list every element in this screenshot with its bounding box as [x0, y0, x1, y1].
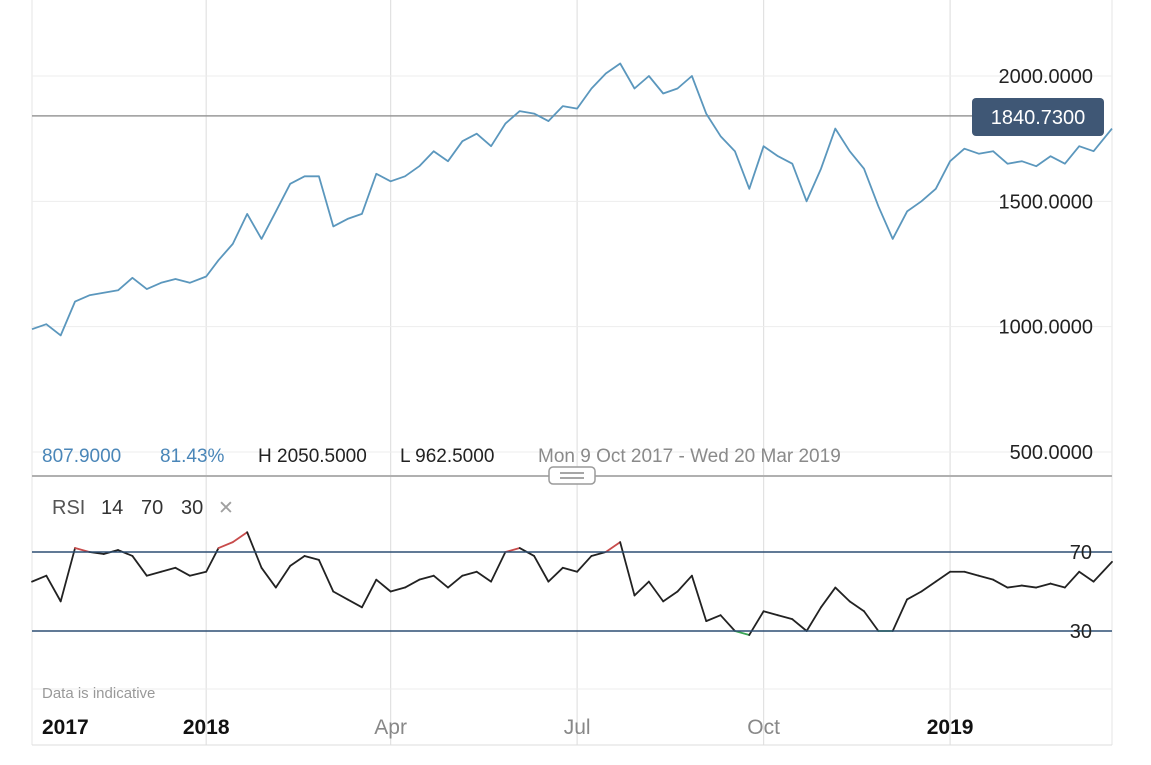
rsi-segment	[820, 586, 837, 609]
rsi-segment	[174, 566, 191, 577]
x-tick-label: 2019	[927, 716, 974, 739]
rsi-segment	[447, 574, 464, 589]
time-axis: 2017 2018 Apr Jul Oct 2019	[42, 716, 973, 739]
change-percent: 81.43%	[160, 446, 225, 467]
rsi-segment	[1006, 584, 1023, 589]
price-tick-label: 500.0000	[1010, 442, 1093, 464]
rsi-segment	[389, 586, 406, 593]
rsi-segment	[863, 610, 880, 632]
rsi-segment	[1035, 582, 1052, 589]
chart-grid	[31, 0, 1113, 746]
low-value: L 962.5000	[400, 446, 494, 467]
rsi-segment	[418, 574, 435, 581]
change-value: 807.9000	[42, 446, 121, 467]
rsi-segment	[346, 598, 363, 609]
rsi-segment	[289, 555, 306, 567]
price-tick-label: 2000.0000	[998, 66, 1093, 88]
rsi-segment	[1049, 582, 1066, 589]
rsi-segment	[533, 555, 550, 583]
rsi-segment	[231, 531, 249, 544]
current-value-label: 1840.7300	[991, 107, 1086, 129]
rsi-segment	[461, 570, 478, 577]
rsi-segment	[719, 614, 736, 632]
rsi-segment	[1063, 570, 1081, 589]
rsi-lower-label: 30	[1070, 621, 1092, 643]
high-value: H 2050.5000	[258, 446, 367, 467]
rsi-segment	[260, 566, 277, 589]
rsi-segment	[963, 570, 980, 577]
price-series-line	[31, 62, 1113, 337]
rsi-segment	[934, 570, 952, 583]
rsi-segment	[762, 610, 779, 617]
current-value-badge: 1840.7300	[972, 98, 1104, 136]
rsi-segment	[676, 574, 693, 593]
rsi-segment	[131, 555, 148, 577]
rsi-segment	[992, 578, 1009, 589]
rsi-segment	[805, 606, 822, 632]
rsi-upper-param: 70	[141, 497, 163, 519]
rsi-segment	[404, 578, 421, 589]
rsi-segment	[561, 566, 579, 573]
rsi-segment	[274, 564, 292, 589]
rsi-segment	[375, 578, 392, 593]
rsi-segment	[891, 598, 908, 632]
rsi-segment	[604, 541, 622, 553]
rsi-segment	[246, 531, 263, 569]
rsi-segment	[361, 578, 378, 609]
rsi-segment	[906, 590, 923, 601]
rsi-segment	[217, 541, 234, 549]
rsi-segment	[547, 566, 564, 583]
rsi-pane: 70 30	[31, 531, 1113, 643]
price-tick-label: 1500.0000	[998, 191, 1093, 213]
rsi-segment	[1078, 570, 1095, 583]
x-tick-label: 2017	[42, 716, 89, 739]
rsi-segment	[45, 574, 62, 603]
price-tick-label: 1000.0000	[998, 317, 1093, 339]
rsi-segment	[1092, 560, 1113, 583]
x-tick-label: Oct	[747, 716, 780, 739]
date-range: Mon 9 Oct 2017 - Wed 20 Mar 2019	[538, 446, 841, 467]
x-tick-label: Apr	[374, 716, 407, 739]
rsi-segment	[619, 541, 636, 597]
rsi-segment	[920, 580, 937, 593]
rsi-segment	[117, 549, 134, 557]
rsi-segment	[303, 555, 320, 561]
pane-resize-handle[interactable]	[548, 466, 596, 485]
x-tick-label: Jul	[564, 716, 591, 739]
rsi-segment	[576, 555, 593, 573]
price-axis: 2000.0000 1500.0000 1000.0000 500.0000	[998, 66, 1093, 464]
rsi-segment	[690, 574, 708, 623]
rsi-segment	[145, 570, 163, 577]
rsi-segment	[848, 600, 865, 613]
rsi-segment	[432, 574, 449, 589]
rsi-label: RSI	[52, 497, 85, 519]
rsi-segment	[31, 574, 48, 583]
rsi-segment	[977, 574, 995, 581]
rsi-segment	[834, 586, 851, 603]
rsi-segment	[475, 570, 492, 583]
rsi-segment	[59, 547, 76, 603]
rsi-period: 14	[101, 497, 123, 519]
disclaimer-text: Data is indicative	[42, 685, 155, 702]
rsi-segment	[705, 614, 722, 623]
close-icon[interactable]: ✕	[218, 497, 234, 519]
rsi-segment	[662, 590, 679, 603]
rsi-segment	[791, 618, 808, 632]
x-tick-label: 2018	[183, 716, 230, 739]
rsi-segment	[1020, 584, 1038, 589]
rsi-segment	[777, 614, 794, 621]
rsi-segment	[490, 551, 507, 583]
rsi-upper-label: 70	[1070, 542, 1092, 564]
rsi-segment	[188, 570, 208, 577]
rsi-segment	[160, 566, 177, 573]
rsi-segment	[633, 580, 650, 597]
rsi-segment	[318, 559, 335, 593]
rsi-segment	[332, 590, 349, 601]
rsi-lower-param: 30	[181, 497, 203, 519]
rsi-segment	[647, 580, 665, 603]
